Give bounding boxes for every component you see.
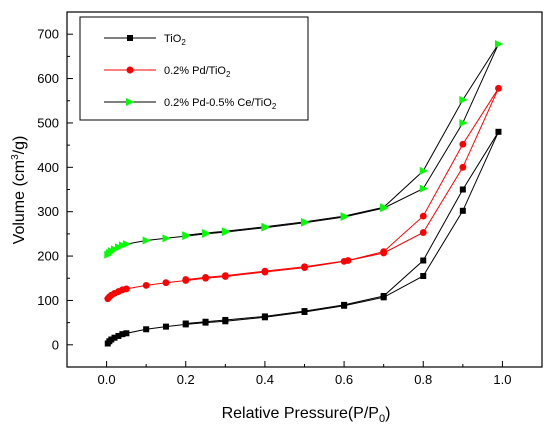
data-point [162,279,170,287]
data-point [182,231,191,240]
y-tick-label: 200 [37,249,59,264]
x-tick-label: 0.6 [335,372,353,387]
data-point [494,39,503,48]
data-point [340,212,349,221]
data-point [202,318,209,325]
data-point [108,336,115,343]
data-point [143,326,150,333]
x-axis-title: Relative Pressure(P/P0) [222,405,391,425]
series-1-desorption-line [185,88,499,281]
data-point [341,301,348,308]
data-point [182,276,190,283]
y-tick-label: 0 [52,337,59,352]
x-tick-label: 0.8 [414,372,432,387]
data-point [202,273,209,281]
series-2-desorption-line [185,43,499,236]
data-point [459,95,468,104]
legend-marker-tio2 [127,35,133,41]
x-tick-label: 0.2 [177,372,195,387]
legend-label-pd-tio2: 0.2% Pd/TiO2 [164,65,231,79]
data-point [122,285,130,293]
legend-box [79,16,309,121]
data-point [301,308,308,315]
data-point [495,128,502,135]
data-point [222,316,229,323]
series-layer [104,39,503,347]
x-tick-label: 0.4 [256,372,274,387]
data-point [344,257,352,264]
data-point [419,229,427,236]
data-point [261,313,268,320]
data-point [380,248,388,256]
data-point [459,118,468,127]
y-tick-label: 500 [37,115,59,130]
data-point [142,281,150,289]
series-0-desorption-line [185,131,499,324]
data-point [459,207,466,214]
data-point [162,323,169,330]
data-point [142,236,151,245]
legend-marker-pd-tio2 [126,66,134,74]
data-point [261,222,270,231]
data-point [119,331,126,338]
x-tick-label: 1.0 [493,372,511,387]
data-point [301,263,308,271]
data-point [420,273,427,280]
ticks-layer: 0.0 0.2 0.4 0.6 0.8 1.0 0 100 200 300 400 500 600 700 [37,27,511,387]
data-point [495,84,502,92]
data-point [419,184,428,193]
y-tick-label: 300 [37,204,59,219]
data-point [380,293,387,299]
y-axis-title: Volume (cm3/g) [10,136,28,245]
data-point [202,228,211,237]
data-point [122,240,131,249]
data-point [459,140,467,148]
data-point [123,330,130,337]
data-point [301,217,309,226]
data-point [380,203,389,212]
data-point [182,320,189,327]
x-tick-label: 0.0 [98,372,116,387]
data-point [162,234,171,243]
legend-label-pd-ce-tio2: 0.2% Pd-0.5% Ce/TiO2 [164,97,277,111]
data-point [221,272,229,279]
y-tick-label: 100 [37,293,59,308]
data-point [459,186,466,193]
legend-marker-pd-ce-tio2 [126,98,134,106]
data-point [420,257,427,264]
data-point [221,227,230,236]
data-point [459,163,467,171]
y-tick-label: 400 [37,160,59,175]
data-point [419,166,428,175]
legend: TiO2 0.2% Pd/TiO2 0.2% Pd-0.5% Ce/TiO2 [79,16,309,121]
data-point [111,334,118,341]
legend-label-tio2: TiO2 [164,33,186,47]
data-point [115,332,122,339]
data-point [261,267,269,275]
y-tick-label: 600 [37,71,59,86]
y-tick-label: 700 [37,27,59,42]
data-point [419,212,427,220]
